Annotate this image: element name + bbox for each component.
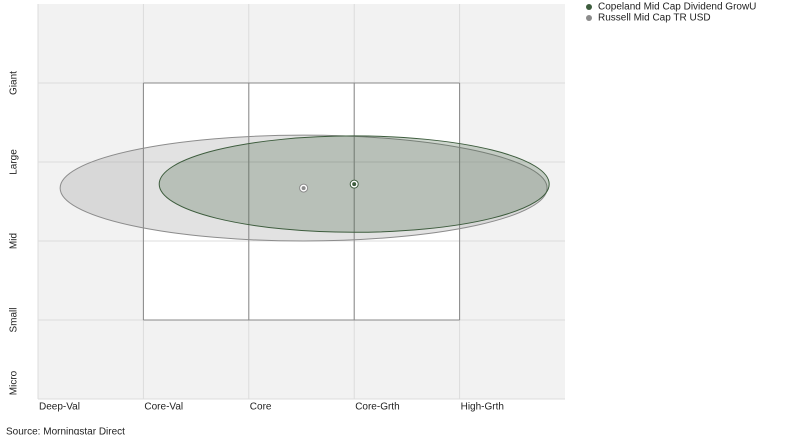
legend-marker xyxy=(586,15,592,21)
style-box xyxy=(143,83,460,320)
source-note: Source: Morningstar Direct xyxy=(6,427,125,435)
y-tick-label: Small xyxy=(9,307,20,332)
legend-marker xyxy=(586,4,592,10)
x-tick-label: Core-Grth xyxy=(355,402,399,413)
y-tick-label: Giant xyxy=(9,71,20,95)
centroid xyxy=(352,182,357,187)
legend-label: Russell Mid Cap TR USD xyxy=(598,13,711,24)
x-tick-label: Core xyxy=(250,402,272,413)
x-tick-label: Deep-Val xyxy=(39,402,80,413)
legend-label: Copeland Mid Cap Dividend GrowU xyxy=(598,2,756,13)
x-tick-label: High-Grth xyxy=(461,402,504,413)
x-tick-label: Core-Val xyxy=(144,402,183,413)
centroid xyxy=(301,186,306,191)
y-tick-label: Mid xyxy=(9,233,20,249)
y-tick-label: Micro xyxy=(9,370,20,395)
y-tick-label: Large xyxy=(9,149,20,175)
